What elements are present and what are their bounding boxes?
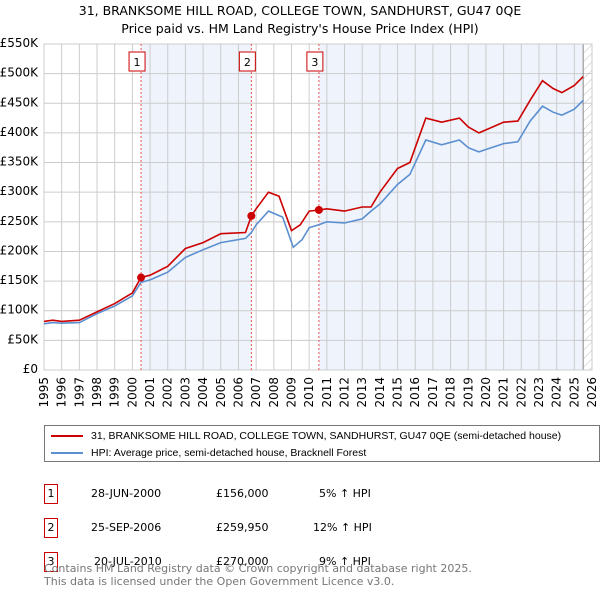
sale-price: £270,000 xyxy=(216,555,269,568)
x-tick-label: 2004 xyxy=(196,377,210,408)
x-tick-label: 2002 xyxy=(161,377,175,408)
shaded-period xyxy=(141,44,252,370)
legend-label-hpi: HPI: Average price, semi-detached house,… xyxy=(91,446,367,459)
chart-subtitle: Price paid vs. HM Land Registry's House … xyxy=(121,21,479,36)
x-tick-label: 2006 xyxy=(231,377,245,408)
x-tick-label: 2011 xyxy=(320,377,334,408)
sale-hpi-diff: 12% ↑ HPI xyxy=(313,521,372,534)
y-tick-label: £550K xyxy=(0,36,39,50)
x-tick-label: 2021 xyxy=(497,377,511,408)
x-tick-label: 2016 xyxy=(408,377,422,408)
sale-label-box xyxy=(306,51,324,72)
y-tick-label: £150K xyxy=(0,273,39,287)
x-tick-label: 1999 xyxy=(108,377,122,408)
y-tick-label: £400K xyxy=(0,125,39,139)
x-tick-label: 1996 xyxy=(55,377,69,408)
x-tick-label: 2000 xyxy=(125,377,139,408)
y-tick-label: £450K xyxy=(0,95,39,109)
sale-date: 25-SEP-2006 xyxy=(91,521,162,534)
x-tick-label: 2001 xyxy=(143,377,157,408)
legend-swatch-property xyxy=(51,434,83,437)
x-tick-label: 2005 xyxy=(214,377,228,408)
sale-point xyxy=(314,205,323,214)
footer-copyright: Contains HM Land Registry data © Crown c… xyxy=(44,562,472,575)
x-tick-label: 2025 xyxy=(567,377,581,408)
x-tick-label: 1995 xyxy=(37,377,51,408)
x-tick-label: 2022 xyxy=(514,377,528,408)
y-tick-label: £350K xyxy=(0,155,39,169)
x-tick-label: 2010 xyxy=(302,377,316,408)
x-tick-label: 2019 xyxy=(461,377,475,408)
x-tick-label: 2013 xyxy=(355,377,369,408)
sale-date: 28-JUN-2000 xyxy=(91,487,162,500)
sale-marker-badge: 1 xyxy=(44,484,58,504)
legend: 31, BRANKSOME HILL ROAD, COLLEGE TOWN, S… xyxy=(44,425,600,462)
y-tick-label: £500K xyxy=(0,66,39,80)
sale-marker-badge: 3 xyxy=(44,552,58,572)
footer-licence: This data is licensed under the Open Gov… xyxy=(44,575,395,588)
y-tick-label: £300K xyxy=(0,184,39,198)
x-tick-label: 1998 xyxy=(90,377,104,408)
sale-marker-badge: 2 xyxy=(44,518,58,538)
x-tick-label: 2007 xyxy=(249,377,263,408)
chart-title: 31, BRANKSOME HILL ROAD, COLLEGE TOWN, S… xyxy=(78,3,522,18)
sale-hpi-diff: 9% ↑ HPI xyxy=(319,555,371,568)
sale-hpi-diff: 5% ↑ HPI xyxy=(319,487,371,500)
x-tick-label: 2014 xyxy=(373,377,387,408)
x-tick-label: 2012 xyxy=(338,377,352,408)
x-tick-label: 2017 xyxy=(426,377,440,408)
price-chart: £0 £50K £100K £150K £200K £250K £300K £350K £400… xyxy=(0,36,599,408)
sale-label: 2 xyxy=(244,56,251,69)
legend-swatch-hpi xyxy=(51,451,83,454)
sale-point xyxy=(137,273,146,282)
x-tick-label: 2009 xyxy=(284,377,298,408)
forecast-hatch xyxy=(583,44,592,370)
sale-label-box xyxy=(238,51,256,72)
y-tick-label: £200K xyxy=(0,243,39,257)
sale-point xyxy=(247,211,256,220)
y-tick-label: £50K xyxy=(7,332,39,346)
y-tick-label: £0 xyxy=(23,362,38,376)
x-tick-label: 2023 xyxy=(532,377,546,408)
y-tick-label: £250K xyxy=(0,214,39,228)
sale-date: 20-JUL-2010 xyxy=(94,555,162,568)
x-tick-label: 2024 xyxy=(550,377,564,408)
y-tick-label: £100K xyxy=(0,303,39,317)
sale-price: £259,950 xyxy=(216,521,269,534)
sale-label: 1 xyxy=(134,56,141,69)
x-tick-label: 2026 xyxy=(585,377,599,408)
x-tick-label: 1997 xyxy=(72,377,86,408)
x-tick-label: 2003 xyxy=(178,377,192,408)
sale-label-box xyxy=(128,51,146,72)
hpi-line xyxy=(43,99,584,325)
sale-label: 3 xyxy=(311,56,318,69)
legend-label-property: 31, BRANKSOME HILL ROAD, COLLEGE TOWN, S… xyxy=(91,429,562,442)
sale-price: £156,000 xyxy=(216,487,269,500)
x-tick-label: 2015 xyxy=(391,377,405,408)
plot-border xyxy=(43,43,593,371)
x-tick-label: 2018 xyxy=(444,377,458,408)
x-tick-label: 2008 xyxy=(267,377,281,408)
x-tick-label: 2020 xyxy=(479,377,493,408)
